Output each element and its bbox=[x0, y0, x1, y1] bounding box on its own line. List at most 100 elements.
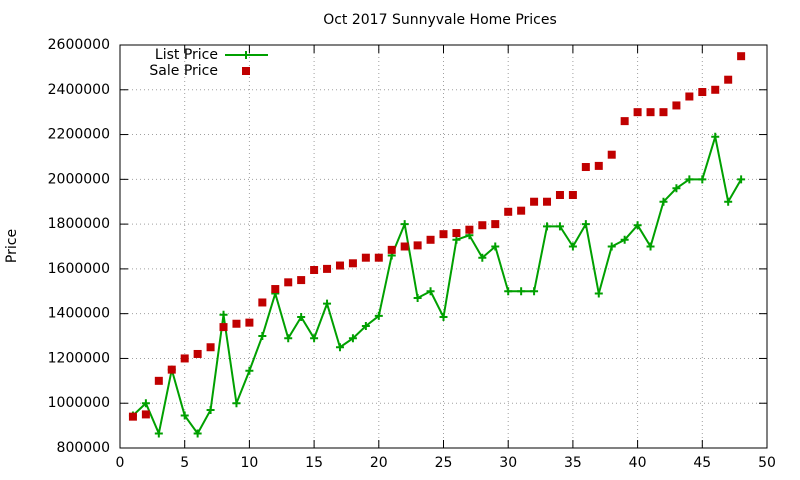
point-marker bbox=[361, 321, 370, 330]
y-tick-label: 800000 bbox=[57, 440, 110, 456]
x-tick-label: 10 bbox=[240, 455, 258, 471]
point-marker bbox=[245, 318, 254, 327]
legend-marker bbox=[242, 67, 250, 75]
point-marker bbox=[400, 242, 409, 251]
legend-label: Sale Price bbox=[149, 63, 218, 79]
point-marker bbox=[271, 285, 280, 294]
point-marker bbox=[724, 75, 733, 84]
point-marker bbox=[323, 299, 332, 308]
point-marker bbox=[297, 276, 306, 285]
point-marker bbox=[258, 332, 267, 341]
x-tick-label: 0 bbox=[116, 455, 125, 471]
point-marker bbox=[620, 235, 629, 244]
y-tick-label: 2200000 bbox=[48, 127, 110, 143]
point-marker bbox=[141, 399, 150, 408]
plot-border bbox=[119, 44, 768, 449]
x-tick-label: 15 bbox=[305, 455, 323, 471]
point-marker bbox=[620, 117, 629, 126]
x-tick-label: 35 bbox=[564, 455, 582, 471]
point-marker bbox=[413, 293, 422, 302]
y-tick-label: 1400000 bbox=[48, 306, 110, 322]
point-marker bbox=[400, 220, 409, 229]
point-marker bbox=[245, 366, 254, 375]
y-tick-label: 1600000 bbox=[48, 261, 110, 277]
point-marker bbox=[478, 221, 487, 230]
point-marker bbox=[698, 88, 707, 97]
y-tick-label: 2600000 bbox=[48, 37, 110, 53]
point-marker bbox=[141, 410, 150, 419]
point-marker bbox=[504, 207, 513, 216]
point-marker bbox=[465, 225, 474, 234]
point-marker bbox=[737, 175, 746, 184]
point-marker bbox=[128, 412, 137, 421]
point-marker bbox=[646, 108, 655, 117]
y-tick-label: 2000000 bbox=[48, 171, 110, 187]
point-marker bbox=[335, 343, 344, 352]
point-marker bbox=[348, 259, 357, 268]
x-tick-label: 30 bbox=[499, 455, 517, 471]
point-marker bbox=[737, 52, 746, 61]
point-marker bbox=[685, 175, 694, 184]
point-marker bbox=[581, 163, 590, 172]
point-marker bbox=[568, 242, 577, 251]
point-marker bbox=[361, 253, 370, 262]
point-marker bbox=[633, 221, 642, 230]
point-marker bbox=[232, 399, 241, 408]
legend-label: List Price bbox=[155, 47, 218, 63]
point-marker bbox=[646, 242, 655, 251]
point-marker bbox=[685, 92, 694, 101]
x-tick-label: 45 bbox=[693, 455, 711, 471]
y-tick-label: 2400000 bbox=[48, 82, 110, 98]
point-marker bbox=[659, 108, 668, 117]
x-tick-label: 5 bbox=[180, 455, 189, 471]
point-marker bbox=[543, 222, 552, 231]
chart-title: Oct 2017 Sunnyvale Home Prices bbox=[323, 12, 557, 28]
point-marker bbox=[387, 245, 396, 254]
point-marker bbox=[284, 278, 293, 287]
series-line bbox=[132, 136, 742, 437]
point-marker bbox=[180, 411, 189, 420]
point-marker bbox=[310, 334, 319, 343]
point-marker bbox=[659, 197, 668, 206]
y-tick-label: 1000000 bbox=[48, 395, 110, 411]
legend-marker bbox=[242, 51, 250, 59]
x-tick-label: 20 bbox=[370, 455, 388, 471]
point-marker bbox=[568, 191, 577, 200]
point-marker bbox=[310, 266, 319, 275]
point-marker bbox=[258, 298, 267, 307]
point-marker bbox=[530, 287, 539, 296]
point-marker bbox=[180, 354, 189, 363]
point-marker bbox=[698, 175, 707, 184]
point-marker bbox=[193, 429, 202, 438]
point-marker bbox=[504, 287, 513, 296]
point-marker bbox=[607, 150, 616, 159]
y-tick-label: 1200000 bbox=[48, 350, 110, 366]
point-marker bbox=[530, 197, 539, 206]
point-marker bbox=[452, 235, 461, 244]
point-marker bbox=[517, 287, 526, 296]
point-marker bbox=[284, 334, 293, 343]
point-marker bbox=[633, 108, 642, 117]
point-marker bbox=[297, 313, 306, 322]
point-marker bbox=[711, 85, 720, 94]
point-marker bbox=[452, 229, 461, 238]
x-tick-label: 25 bbox=[435, 455, 453, 471]
y-axis-label: Price bbox=[4, 229, 20, 263]
point-marker bbox=[219, 310, 228, 319]
point-marker bbox=[555, 191, 564, 200]
point-marker bbox=[491, 242, 500, 251]
point-marker bbox=[426, 235, 435, 244]
point-marker bbox=[348, 334, 357, 343]
point-marker bbox=[413, 241, 422, 250]
point-marker bbox=[555, 222, 564, 231]
point-marker bbox=[193, 349, 202, 358]
point-marker bbox=[711, 132, 720, 141]
point-marker bbox=[374, 311, 383, 320]
point-marker bbox=[426, 287, 435, 296]
point-marker bbox=[154, 429, 163, 438]
point-marker bbox=[517, 206, 526, 215]
point-marker bbox=[607, 242, 616, 251]
x-tick-label: 40 bbox=[629, 455, 647, 471]
point-marker bbox=[491, 220, 500, 229]
point-marker bbox=[672, 101, 681, 110]
